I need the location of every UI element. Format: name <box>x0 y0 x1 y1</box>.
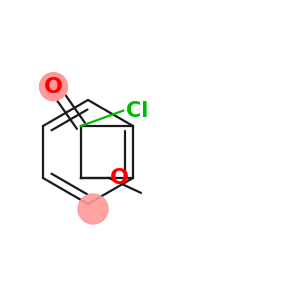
Text: Cl: Cl <box>126 100 149 121</box>
Text: O: O <box>44 77 63 97</box>
Text: O: O <box>110 168 129 188</box>
Circle shape <box>40 73 68 101</box>
Circle shape <box>78 194 108 224</box>
